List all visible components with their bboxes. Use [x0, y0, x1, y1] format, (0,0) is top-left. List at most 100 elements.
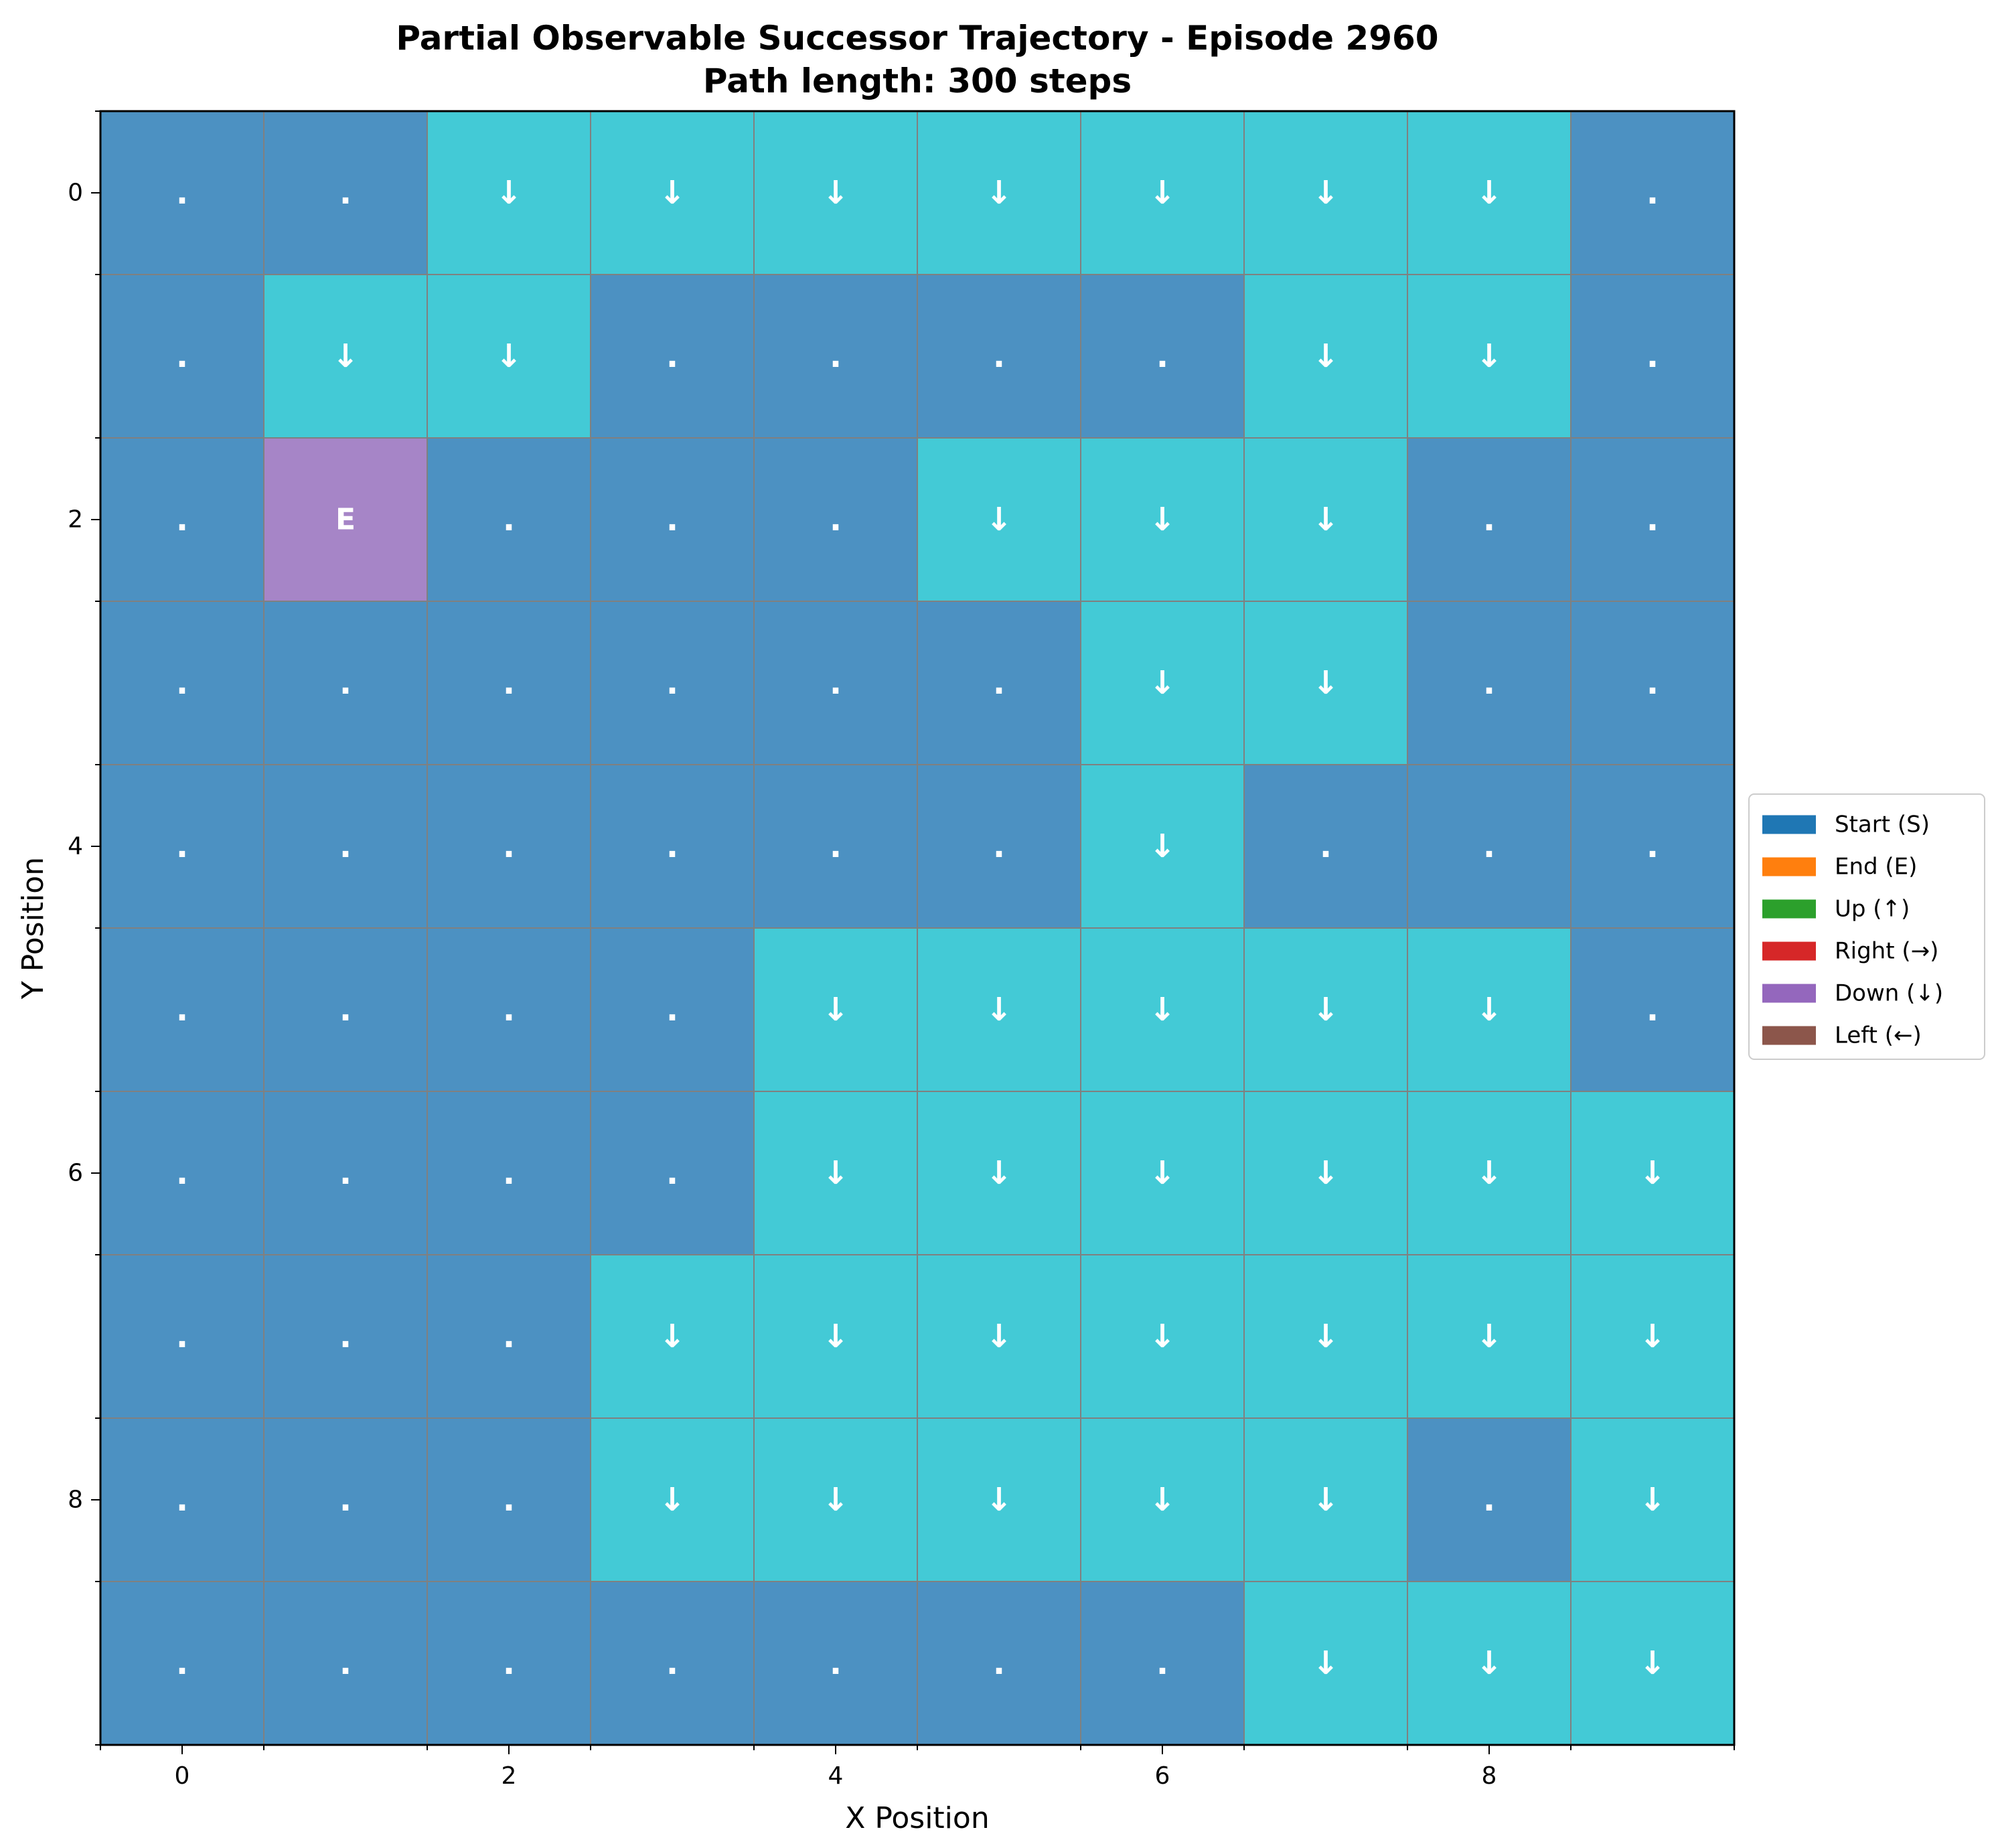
empty-marker: . [339, 828, 352, 865]
cell-r4-c0 [100, 765, 264, 928]
y-tick-label: 0 [68, 179, 83, 207]
empty-marker: . [503, 501, 515, 538]
down-arrow-marker: ↓ [659, 174, 686, 212]
empty-marker: . [176, 1644, 188, 1682]
empty-marker: . [339, 1154, 352, 1192]
down-arrow-marker: ↓ [659, 1318, 686, 1355]
cell-r7-c3 [591, 1255, 754, 1418]
cell-r6-c4 [754, 1091, 917, 1255]
cell-r7-c1 [264, 1255, 427, 1418]
empty-marker: . [993, 337, 1005, 375]
cell-r5-c8 [1407, 928, 1571, 1091]
x-tick-label: 4 [828, 1762, 844, 1790]
x-tick-label: 6 [1155, 1762, 1170, 1790]
legend-label: Left (←) [1835, 1022, 1922, 1049]
cell-r2-c9 [1571, 438, 1734, 601]
cell-r6-c3 [591, 1091, 754, 1255]
cell-r8-c0 [100, 1418, 264, 1582]
empty-marker: . [666, 664, 678, 702]
empty-marker: . [176, 991, 188, 1028]
cell-r0-c1 [264, 111, 427, 275]
cell-r7-c4 [754, 1255, 917, 1418]
grid-lines [100, 110, 1735, 1746]
down-arrow-marker: ↓ [1149, 174, 1176, 212]
cell-r9-c0 [100, 1582, 264, 1745]
cell-r2-c1 [264, 438, 427, 601]
down-arrow-marker: ↓ [1476, 1318, 1503, 1355]
cell-r7-c8 [1407, 1255, 1571, 1418]
empty-marker: . [176, 501, 188, 538]
cell-r7-c6 [1081, 1255, 1244, 1418]
x-tick-label: 8 [1482, 1762, 1497, 1790]
cell-r1-c7 [1244, 275, 1407, 438]
down-arrow-marker: ↓ [986, 1481, 1012, 1519]
cell-labels: .. ↓ ↓ ↓ ↓ ↓ ↓ ↓.. ↓ ↓.... ↓ ↓.. E... ↓ ↓ ↓........ ↓ ↓..… [176, 174, 1666, 1682]
empty-marker: . [176, 1154, 188, 1192]
cell-r9-c2 [427, 1582, 591, 1745]
cell-r3-c8 [1407, 601, 1571, 765]
empty-marker: . [1646, 174, 1659, 212]
cell-r1-c4 [754, 275, 917, 438]
cell-r4-c2 [427, 765, 591, 928]
cell-r9-c5 [917, 1582, 1081, 1745]
empty-marker: . [503, 1318, 515, 1355]
empty-marker: . [176, 337, 188, 375]
cell-r2-c5 [917, 438, 1081, 601]
cell-r2-c2 [427, 438, 591, 601]
cell-r6-c9 [1571, 1091, 1734, 1255]
cell-r6-c6 [1081, 1091, 1244, 1255]
down-arrow-marker: ↓ [1476, 1154, 1503, 1192]
x-tick-label: 2 [502, 1762, 517, 1790]
cell-r5-c0 [100, 928, 264, 1091]
cell-r0-c0 [100, 111, 264, 275]
cell-r7-c5 [917, 1255, 1081, 1418]
cell-r9-c6 [1081, 1582, 1244, 1745]
empty-marker: . [1483, 501, 1495, 538]
empty-marker: . [176, 1318, 188, 1355]
down-arrow-marker: ↓ [986, 1318, 1012, 1355]
empty-marker: . [1483, 828, 1495, 865]
empty-marker: . [666, 828, 678, 865]
x-axis-label: X Position [845, 1801, 989, 1835]
cell-r1-c9 [1571, 275, 1734, 438]
chart-title: Partial Observable Successor Trajectory … [396, 19, 1438, 58]
cell-r4-c5 [917, 765, 1081, 928]
legend-swatch [1762, 857, 1816, 876]
y-tick-label: 6 [68, 1160, 83, 1187]
empty-marker: . [1156, 337, 1168, 375]
empty-marker: . [666, 337, 678, 375]
legend-label: Start (S) [1835, 812, 1930, 838]
cell-r3-c4 [754, 601, 917, 765]
empty-marker: . [1320, 828, 1332, 865]
down-arrow-marker: ↓ [1149, 501, 1176, 538]
cell-r6-c7 [1244, 1091, 1407, 1255]
down-arrow-marker: ↓ [822, 1318, 849, 1355]
cell-r0-c5 [917, 111, 1081, 275]
cell-r1-c1 [264, 275, 427, 438]
cell-r0-c9 [1571, 111, 1734, 275]
cell-r9-c3 [591, 1582, 754, 1745]
empty-marker: . [176, 1481, 188, 1519]
cell-r8-c9 [1571, 1418, 1734, 1582]
empty-marker: . [1156, 1644, 1168, 1682]
down-arrow-marker: ↓ [659, 1481, 686, 1519]
empty-marker: . [1646, 664, 1659, 702]
down-arrow-marker: ↓ [1639, 1481, 1666, 1519]
cell-r6-c2 [427, 1091, 591, 1255]
down-arrow-marker: ↓ [1149, 828, 1176, 865]
empty-marker: . [339, 1644, 352, 1682]
empty-marker: . [666, 1154, 678, 1192]
cell-r2-c0 [100, 438, 264, 601]
empty-marker: . [176, 174, 188, 212]
down-arrow-marker: ↓ [1476, 991, 1503, 1028]
grid-cells [100, 111, 1734, 1745]
cell-r8-c6 [1081, 1418, 1244, 1582]
empty-marker: . [1646, 337, 1659, 375]
empty-marker: . [1646, 991, 1659, 1028]
cell-r3-c0 [100, 601, 264, 765]
empty-marker: . [503, 1154, 515, 1192]
cell-r0-c3 [591, 111, 754, 275]
axis-ticks: 0 2 4 6 8 0 2 4 6 8 [68, 110, 1735, 1790]
down-arrow-marker: ↓ [1149, 1481, 1176, 1519]
